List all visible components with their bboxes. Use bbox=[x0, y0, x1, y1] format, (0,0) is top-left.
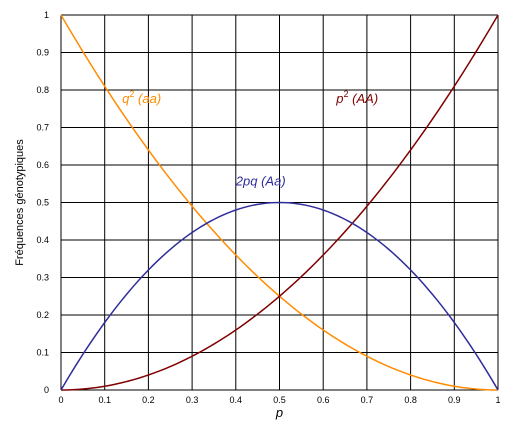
y-tick-label: 0.8 bbox=[36, 85, 49, 95]
series-lines bbox=[60, 14, 499, 391]
y-tick-label: 0.7 bbox=[36, 123, 49, 133]
y-tick-label: 0.6 bbox=[36, 160, 49, 170]
x-tick-label: 0.8 bbox=[404, 395, 417, 405]
x-tick-label: 0.4 bbox=[230, 395, 243, 405]
y-tick-label: 0.4 bbox=[36, 235, 49, 245]
x-tick-label: 0.7 bbox=[361, 395, 374, 405]
series-label-0: q2 (aa) bbox=[122, 89, 161, 106]
series-line-1 bbox=[60, 14, 499, 391]
y-tick-label: 0.3 bbox=[36, 273, 49, 283]
series-label-2: 2pq (Aa) bbox=[235, 174, 286, 189]
series-label-sup: 2 bbox=[344, 89, 349, 99]
series-label-tail: (AA) bbox=[349, 91, 379, 106]
tick-labels: 0 0.1 0.2 0.3 0.4 0.5 0.6 0.7 0.8 0.9 1 0 0.1 0.2 0.3 0… bbox=[36, 10, 500, 405]
x-tick-label: 0.5 bbox=[273, 395, 286, 405]
y-tick-label: 0.1 bbox=[36, 348, 49, 358]
x-tick-label: 0 bbox=[58, 395, 63, 405]
series-label-sup: 2 bbox=[129, 89, 134, 99]
series-label-tail: (aa) bbox=[134, 91, 161, 106]
y-tick-label: 0 bbox=[44, 385, 49, 395]
y-tick-label: 0.9 bbox=[36, 48, 49, 58]
x-tick-label: 1 bbox=[495, 395, 500, 405]
x-axis-label: p bbox=[275, 405, 283, 420]
x-tick-label: 0.3 bbox=[186, 395, 199, 405]
series-label-base: q bbox=[122, 91, 130, 106]
x-tick-label: 0.2 bbox=[142, 395, 155, 405]
series-label-base: p bbox=[335, 91, 343, 106]
series-label-base: 2pq (Aa) bbox=[235, 174, 286, 189]
y-axis-label: Fréquences génotypiques bbox=[14, 139, 26, 266]
x-tick-label: 0.6 bbox=[317, 395, 330, 405]
series-line-2 bbox=[60, 201, 499, 391]
y-tick-label: 0.5 bbox=[36, 198, 49, 208]
y-tick-label: 1 bbox=[44, 10, 49, 20]
y-tick-label: 0.2 bbox=[36, 310, 49, 320]
x-tick-label: 0.9 bbox=[448, 395, 461, 405]
x-tick-label: 0.1 bbox=[98, 395, 111, 405]
series-labels: q2 (aa) p2 (AA)2pq (Aa) bbox=[122, 89, 378, 189]
series-label-1: p2 (AA) bbox=[335, 89, 378, 106]
grid bbox=[60, 14, 499, 391]
